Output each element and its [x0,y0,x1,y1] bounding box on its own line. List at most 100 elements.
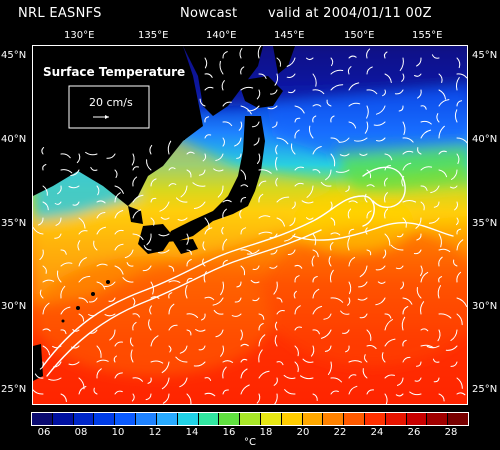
velocity-arrow [168,345,172,353]
source-label: NRL EASNFS [18,6,102,21]
velocity-arrow [267,105,278,110]
velocity-arrow [312,288,320,299]
lat-label-right-35: 35°N [472,218,498,229]
velocity-arrow [438,73,443,83]
velocity-arrow [146,159,152,171]
colorbar-cell [32,413,53,425]
velocity-arrow [150,217,155,226]
velocity-arrow [96,185,100,196]
colorbar-tick-label: 22 [333,427,347,438]
velocity-arrow [39,361,44,370]
velocity-arrow [132,377,143,382]
velocity-arrow [384,393,388,404]
velocity-arrow [284,389,296,395]
velocity-arrow [294,361,299,373]
velocity-arrow [365,227,368,235]
sst-patches [33,46,467,376]
velocity-arrow [56,270,62,283]
velocity-arrow [54,201,62,205]
velocity-arrow [220,345,224,357]
velocity-arrow [330,115,335,123]
velocity-arrow [246,249,260,255]
velocity-arrow [202,153,207,162]
velocity-arrow [186,277,193,283]
velocity-arrow [330,377,342,383]
velocity-arrow [130,349,134,363]
velocity-arrow [269,265,278,269]
velocity-arrow [276,309,285,315]
velocity-arrow [198,169,206,176]
legend-background [37,60,185,140]
velocity-arrow [420,129,432,139]
velocity-arrow [204,57,208,69]
velocity-arrow [294,275,300,283]
velocity-arrow [359,153,368,156]
velocity-arrow [204,116,210,123]
velocity-arrow [348,102,361,107]
velocity-arrow [186,313,199,318]
velocity-arrow [284,233,296,242]
velocity-arrow [78,313,85,322]
velocity-arrow [320,329,332,339]
velocity-arrow [437,285,441,299]
colorbar-tick-label: 28 [444,427,458,438]
velocity-arrow [375,297,386,306]
velocity-arrow [222,389,229,395]
sst-map[interactable]: Surface Temperature 20 cm/s [32,45,468,405]
velocity-arrow [312,89,325,95]
velocity-arrow [330,232,341,236]
velocity-arrow [456,377,463,389]
velocity-arrow [366,66,373,75]
velocity-arrow [383,51,388,59]
velocity-arrow [114,229,124,235]
velocity-arrow [438,276,443,283]
velocity-arrow [384,208,389,219]
velocity-arrow [204,73,213,78]
velocity-arrow [430,185,440,194]
velocity-arrow [234,297,242,303]
velocity-arrow [221,226,224,235]
velocity-arrow [306,217,314,220]
velocity-arrow [131,153,135,166]
velocity-arrow [348,281,352,295]
velocity-arrow [258,313,265,320]
velocity-arrow [258,323,264,331]
colorbar-cell [406,413,428,425]
velocity-arrow [394,89,404,95]
velocity-arrow [60,393,67,402]
velocity-arrow [342,329,350,334]
velocity-arrow [68,361,80,366]
velocity-arrow [60,285,66,299]
velocity-arrow [312,233,317,246]
velocity-arrow [330,297,344,303]
velocity-arrow [347,297,351,306]
velocity-arrow [42,345,50,356]
colorbar-cell [448,413,469,425]
velocity-arrow [239,48,243,59]
lon-label-140: 140°E [206,30,237,41]
velocity-arrow [52,345,62,349]
velocity-arrow [431,54,440,59]
colorbar-tick-label: 10 [111,427,125,438]
velocity-arrow [222,121,233,127]
velocity-arrows [33,46,467,404]
colorbar-cell [260,413,282,425]
velocity-arrow [258,180,267,187]
velocity-arrow [294,345,299,357]
velocity-arrow [114,390,123,395]
velocity-arrow [234,137,242,147]
velocity-arrow [270,249,278,255]
velocity-arrow [312,249,319,258]
vector-scale-arrowhead [105,115,109,119]
velocity-arrow [449,185,458,189]
velocity-arrow [275,144,278,155]
velocity-arrow [186,259,192,267]
velocity-arrow [236,281,242,288]
velocity-arrow [358,281,368,288]
velocity-arrow [186,169,192,178]
velocity-arrow [179,345,188,354]
velocity-arrow [34,373,44,379]
velocity-arrow [456,271,462,283]
velocity-arrow [454,201,458,211]
velocity-arrow [258,334,266,347]
